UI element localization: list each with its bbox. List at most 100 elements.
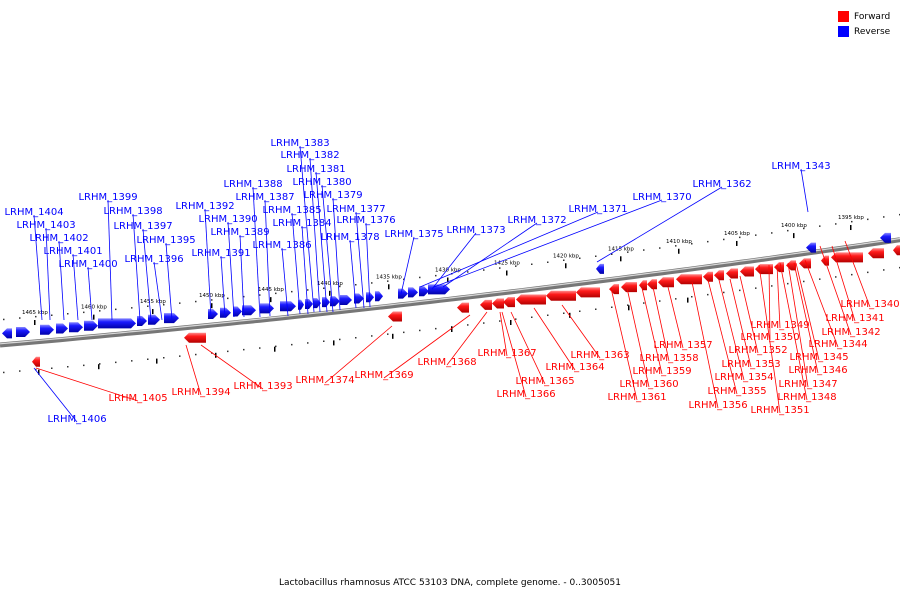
leader-line (652, 286, 670, 362)
gene-label: LRHM_1362 (596, 179, 752, 263)
scale-dot (819, 225, 821, 227)
gene-label: LRHM_1378 (320, 232, 380, 309)
scale-dot (643, 249, 645, 251)
scale-dot (499, 320, 501, 322)
gene-name: LRHM_1350 (740, 332, 799, 343)
reverse-gene-arrow (220, 307, 231, 318)
gene-name: LRHM_1389 (210, 227, 269, 238)
tick-mark (565, 263, 567, 269)
gene-label: LRHM_1346 (788, 262, 848, 376)
gene-name: LRHM_1340 (840, 299, 899, 310)
gene-name: LRHM_1381 (286, 164, 345, 175)
leader-line (107, 199, 113, 321)
scale-dot (819, 278, 821, 280)
reverse-gene-arrow (398, 288, 408, 299)
gene-label: LRHM_1370 (433, 192, 692, 288)
reverse-gene-arrow (375, 291, 383, 302)
scale-dot (35, 315, 37, 318)
legend-reverse: Reverse (838, 24, 890, 39)
forward-gene-arrow (703, 271, 713, 282)
tick-mark (333, 340, 335, 346)
scale-dot (211, 299, 213, 301)
leader-line (667, 286, 684, 349)
forward-gene-arrow (714, 270, 724, 281)
leader-line (561, 304, 601, 359)
forward-gene-arrow (639, 280, 647, 291)
gene-label: LRHM_1358 (639, 286, 699, 364)
scale-dot (627, 251, 629, 253)
tick-label: 1420 kbp (553, 253, 579, 259)
gene-name: LRHM_1345 (789, 352, 848, 363)
reverse-gene-arrow (806, 242, 816, 253)
reverse-gene-arrow (2, 328, 12, 339)
gene-label: LRHM_1375 (384, 229, 444, 295)
leader-line (626, 287, 650, 388)
leader-line (800, 168, 809, 213)
scale-dot (83, 311, 85, 314)
gene-name: LRHM_1396 (124, 254, 183, 265)
scale-dot (195, 353, 197, 356)
scale-dot (403, 331, 405, 334)
scale-dot (83, 364, 85, 367)
reverse-gene-arrow (305, 299, 313, 309)
scale-dot (851, 220, 853, 223)
gene-label: LRHM_1394 (171, 344, 231, 398)
leader-line (433, 199, 663, 288)
forward-gene-arrow (576, 287, 600, 298)
scale-dot (755, 287, 757, 289)
leader-line (446, 311, 488, 366)
gene-name: LRHM_1378 (320, 232, 379, 243)
gene-label: LRHM_1395 (136, 235, 196, 321)
tick-label: 1405 kbp (724, 231, 750, 237)
reverse-gene-arrow (69, 322, 83, 333)
scale-dot (771, 285, 773, 287)
leader-line (501, 311, 527, 398)
scale-dot (867, 218, 869, 221)
gene-name: LRHM_1387 (235, 192, 294, 203)
leader-line (795, 262, 820, 361)
gene-name: LRHM_1398 (103, 206, 162, 217)
reverse-gene-arrow (56, 323, 68, 334)
gene-label: LRHM_1404 (4, 207, 64, 321)
leader-line (768, 264, 771, 341)
scale-dot (451, 326, 453, 328)
leader-line (33, 214, 43, 321)
gene-name: LRHM_1354 (714, 372, 773, 383)
legend: Forward Reverse (838, 9, 890, 39)
gene-label: LRHM_1361 (607, 287, 667, 403)
gene-name: LRHM_1347 (778, 379, 837, 390)
scale-dot (611, 306, 613, 308)
gene-label: LRHM_1399 (78, 192, 138, 321)
gene-label: LRHM_1357 (653, 286, 713, 351)
tick-mark (274, 346, 276, 352)
scale-dot (403, 278, 405, 281)
gene-name: LRHM_1369 (354, 370, 413, 381)
leader-line (165, 242, 173, 321)
tick-mark (98, 364, 100, 370)
tick-mark (388, 284, 390, 290)
leader-line (844, 240, 871, 308)
gene-name: LRHM_1346 (788, 365, 847, 376)
reverse-gene-arrow (366, 292, 374, 303)
scale-dot (531, 316, 533, 318)
gene-name: LRHM_1375 (384, 229, 443, 240)
gene-name: LRHM_1361 (607, 392, 666, 403)
scale-dot (835, 223, 837, 225)
reverse-gene-arrow (242, 305, 256, 316)
gene-label: LRHM_1353 (721, 278, 781, 370)
scale-dot (595, 255, 597, 257)
scale-dot (483, 269, 485, 271)
scale-dot (51, 314, 53, 316)
scale-dot (339, 338, 341, 341)
leader-line (533, 307, 576, 371)
scale-dot (51, 367, 53, 369)
leader-line (383, 314, 471, 379)
scale-dot (259, 294, 261, 296)
leader-line (72, 253, 79, 321)
forward-gene-arrow (621, 282, 637, 293)
leader-line (793, 262, 819, 374)
gene-label: LRHM_1397 (113, 221, 173, 321)
tick-mark (329, 290, 331, 296)
gene-label: LRHM_1401 (43, 246, 103, 321)
scale-dot (19, 317, 21, 319)
